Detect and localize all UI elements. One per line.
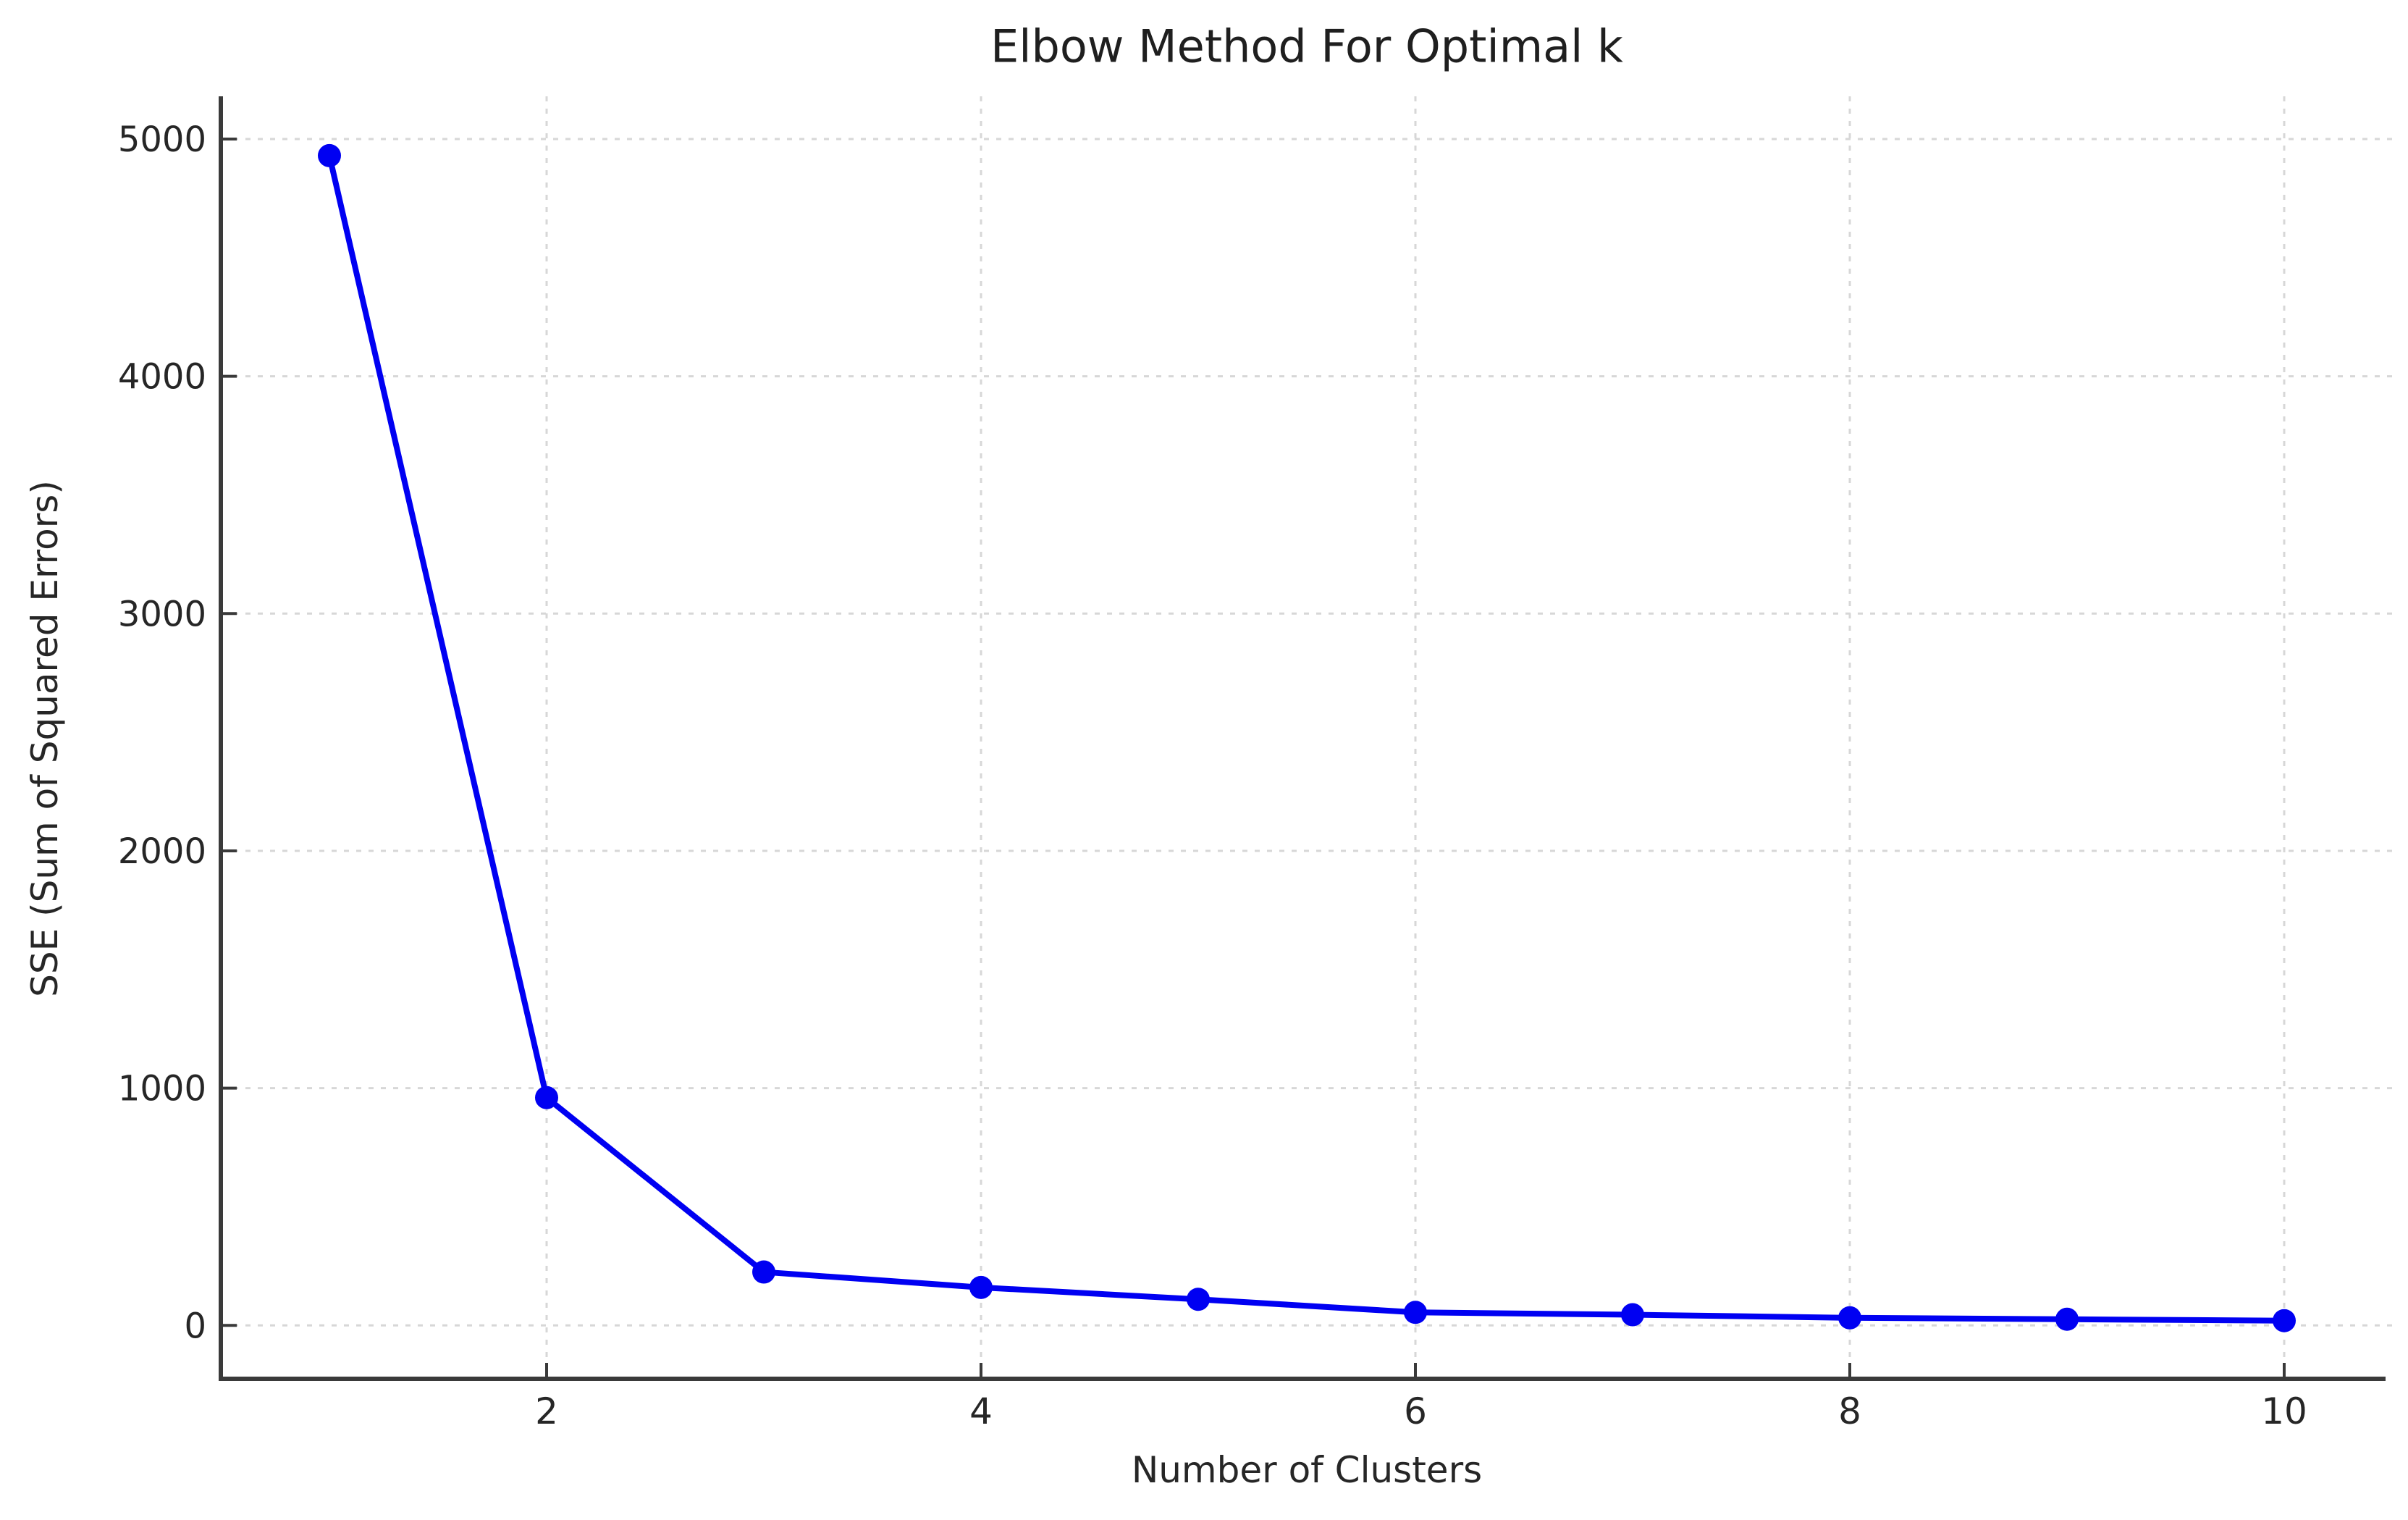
- data-point: [969, 1275, 993, 1299]
- data-point: [1621, 1303, 1644, 1327]
- data-point: [1187, 1288, 1210, 1311]
- data-point: [2055, 1307, 2079, 1331]
- y-tick-label: 1000: [118, 1069, 206, 1109]
- y-tick-label: 0: [184, 1306, 206, 1346]
- sse-line: [327, 152, 2287, 1324]
- data-point: [2273, 1309, 2296, 1332]
- y-tick-label: 4000: [118, 357, 206, 398]
- data-point: [1404, 1301, 1427, 1324]
- x-tick-label: 6: [1404, 1390, 1427, 1432]
- x-tick-label: 8: [1838, 1390, 1861, 1432]
- y-tick-label: 2000: [118, 831, 206, 872]
- y-tick-label: 5000: [118, 119, 206, 160]
- x-tick-label: 4: [969, 1390, 993, 1432]
- chart-title: Elbow Method For Optimal k: [990, 20, 1623, 73]
- x-tick-label: 10: [2261, 1390, 2307, 1432]
- x-axis-label: Number of Clusters: [1131, 1449, 1483, 1491]
- data-point: [1838, 1306, 1861, 1330]
- data-point: [752, 1260, 775, 1284]
- y-tick-label: 3000: [118, 594, 206, 634]
- data-point: [535, 1086, 558, 1109]
- x-tick-label: 2: [535, 1390, 558, 1432]
- data-point: [318, 143, 341, 167]
